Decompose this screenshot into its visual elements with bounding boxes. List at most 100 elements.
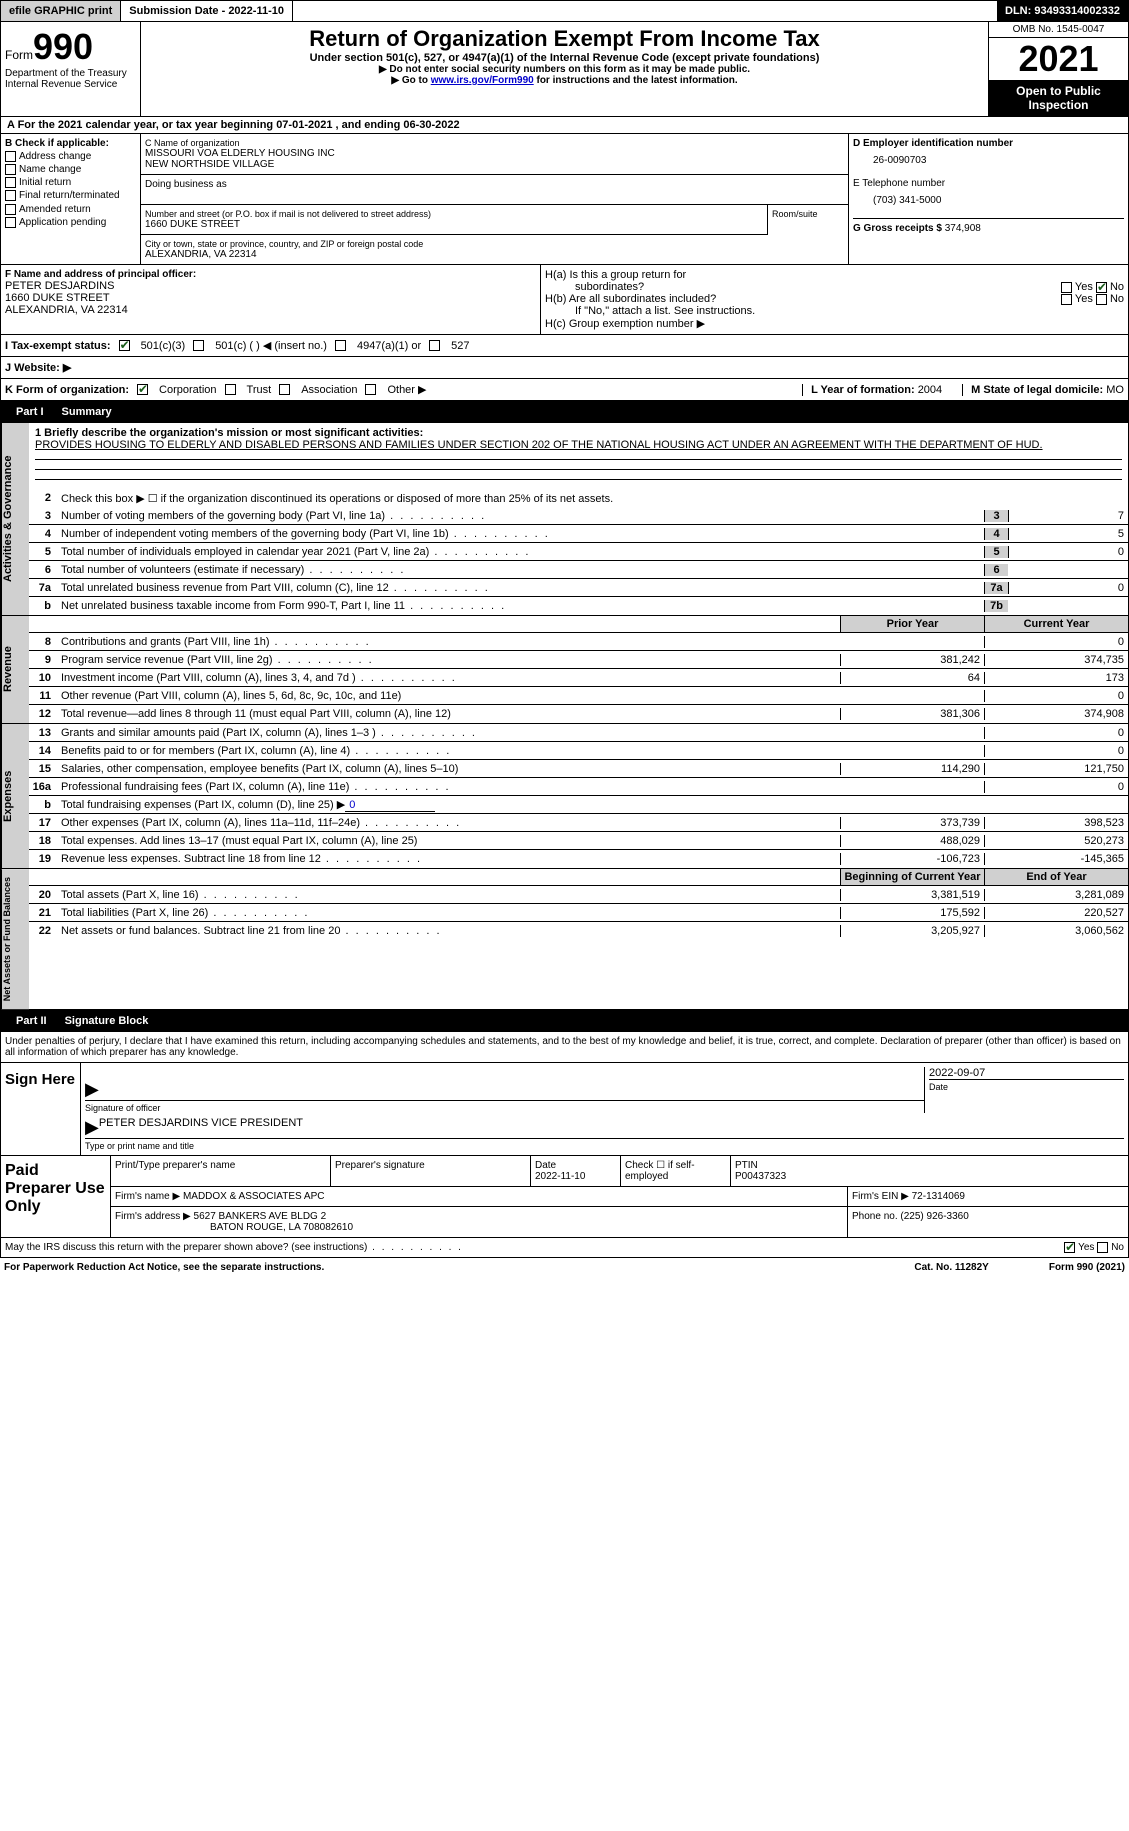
officer-street: 1660 DUKE STREET <box>5 292 536 304</box>
i-c: 501(c) ( ) ◀ (insert no.) <box>215 339 327 352</box>
dln: DLN: 93493314002332 <box>997 1 1128 21</box>
discuss-no[interactable] <box>1097 1242 1108 1253</box>
check-501c3[interactable] <box>119 340 130 351</box>
p22: 3,205,927 <box>840 925 984 937</box>
line-2: Check this box ▶ ☐ if the organization d… <box>57 490 1128 507</box>
hb-no[interactable] <box>1096 294 1107 305</box>
ha-no[interactable] <box>1096 282 1107 293</box>
line-14: Benefits paid to or for members (Part IX… <box>57 743 840 759</box>
line-11: Other revenue (Part VIII, column (A), li… <box>57 688 840 704</box>
side-revenue: Revenue <box>1 616 29 723</box>
b-final: Final return/terminated <box>19 191 120 202</box>
check-pending[interactable] <box>5 217 16 228</box>
sign-here-label: Sign Here <box>1 1063 81 1155</box>
p20: 3,381,519 <box>840 889 984 901</box>
discuss-yes[interactable] <box>1064 1242 1075 1253</box>
firm-ein: 72-1314069 <box>912 1191 965 1202</box>
phone-value: (703) 341-5000 <box>853 189 1124 218</box>
tax-year: 2021 <box>989 38 1128 80</box>
line-16b: Total fundraising expenses (Part IX, col… <box>57 796 840 813</box>
top-bar: efile GRAPHIC print Submission Date - 20… <box>0 0 1129 22</box>
line-22: Net assets or fund balances. Subtract li… <box>57 923 840 939</box>
b-address: Address change <box>19 151 91 162</box>
check-address[interactable] <box>5 151 16 162</box>
inst2-pre: ▶ Go to <box>391 75 430 86</box>
part-ii-title: Signature Block <box>65 1015 149 1027</box>
check-4947[interactable] <box>335 340 346 351</box>
print-name-label: Print/Type preparer's name <box>111 1156 331 1186</box>
irs-label: Internal Revenue Service <box>5 79 136 90</box>
line-17: Other expenses (Part IX, column (A), lin… <box>57 815 840 831</box>
b-amended: Amended return <box>19 204 91 215</box>
current-year-h: Current Year <box>984 616 1128 632</box>
firm-name-label: Firm's name ▶ <box>115 1191 180 1202</box>
b-pending: Application pending <box>19 217 106 228</box>
city-label: City or town, state or province, country… <box>145 239 844 249</box>
form-header: Form 990 Department of the Treasury Inte… <box>0 22 1129 117</box>
side-net: Net Assets or Fund Balances <box>1 869 29 1009</box>
line-15: Salaries, other compensation, employee b… <box>57 761 840 777</box>
ha-label: H(a) Is this a group return for <box>545 269 686 281</box>
i-527: 527 <box>451 340 469 352</box>
begin-year-h: Beginning of Current Year <box>840 869 984 885</box>
c21: 220,527 <box>984 907 1128 919</box>
paid-preparer-label: Paid Preparer Use Only <box>1 1156 111 1237</box>
c-name-label: C Name of organization <box>145 138 844 148</box>
c13: 0 <box>984 727 1128 739</box>
check-amended[interactable] <box>5 204 16 215</box>
yes-label: Yes <box>1078 1242 1094 1253</box>
efile-label[interactable]: efile GRAPHIC print <box>1 1 121 21</box>
hc-label: H(c) Group exemption number ▶ <box>545 317 1124 330</box>
end-year-h: End of Year <box>984 869 1128 885</box>
check-initial[interactable] <box>5 177 16 188</box>
f-label: F Name and address of principal officer: <box>5 269 536 280</box>
check-corp[interactable] <box>137 384 148 395</box>
l-value: 2004 <box>918 384 942 396</box>
check-other[interactable] <box>365 384 376 395</box>
check-name[interactable] <box>5 164 16 175</box>
form-title: Return of Organization Exempt From Incom… <box>145 26 984 52</box>
p12: 381,306 <box>840 708 984 720</box>
irs-link[interactable]: www.irs.gov/Form990 <box>431 75 534 86</box>
part-i-title: Summary <box>62 406 112 418</box>
line-16a: Professional fundraising fees (Part IX, … <box>57 779 840 795</box>
org-name-2: NEW NORTHSIDE VILLAGE <box>145 159 844 170</box>
p17: 373,739 <box>840 817 984 829</box>
part-ii-header: Part II Signature Block <box>0 1010 1129 1032</box>
line-7b: Net unrelated business taxable income fr… <box>57 598 984 614</box>
k-label: K Form of organization: <box>5 384 129 396</box>
check-assoc[interactable] <box>279 384 290 395</box>
i-c3: 501(c)(3) <box>141 340 186 352</box>
type-name-caption: Type or print name and title <box>85 1139 1124 1151</box>
officer-print-name: PETER DESJARDINS VICE PRESIDENT <box>99 1117 303 1138</box>
part-i-label: Part I <box>8 404 52 420</box>
mission-text: PROVIDES HOUSING TO ELDERLY AND DISABLED… <box>35 439 1122 451</box>
check-501c[interactable] <box>193 340 204 351</box>
line-12: Total revenue—add lines 8 through 11 (mu… <box>57 706 840 722</box>
line-5: Total number of individuals employed in … <box>57 544 984 560</box>
part-i-header: Part I Summary <box>0 401 1129 423</box>
form-subtitle: Under section 501(c), 527, or 4947(a)(1)… <box>145 52 984 64</box>
no-label: No <box>1111 1242 1124 1253</box>
hb-yes[interactable] <box>1061 294 1072 305</box>
officer-city: ALEXANDRIA, VA 22314 <box>5 304 536 316</box>
org-name-1: MISSOURI VOA ELDERLY HOUSING INC <box>145 148 844 159</box>
check-527[interactable] <box>429 340 440 351</box>
b-initial: Initial return <box>19 177 71 188</box>
dba-label: Doing business as <box>141 175 848 205</box>
j-label: J Website: ▶ <box>5 361 71 374</box>
check-trust[interactable] <box>225 384 236 395</box>
ha-yes[interactable] <box>1061 282 1072 293</box>
val-4: 5 <box>1008 528 1128 540</box>
sig-officer-caption: Signature of officer <box>85 1101 924 1113</box>
line-18: Total expenses. Add lines 13–17 (must eq… <box>57 833 840 849</box>
c8: 0 <box>984 636 1128 648</box>
discuss-text: May the IRS discuss this return with the… <box>5 1242 1064 1253</box>
line-a: A For the 2021 calendar year, or tax yea… <box>0 117 1129 134</box>
firm-ein-label: Firm's EIN ▶ <box>852 1191 909 1202</box>
c11: 0 <box>984 690 1128 702</box>
check-final[interactable] <box>5 190 16 201</box>
form-word: Form <box>5 48 33 62</box>
p21: 175,592 <box>840 907 984 919</box>
side-expenses: Expenses <box>1 724 29 868</box>
